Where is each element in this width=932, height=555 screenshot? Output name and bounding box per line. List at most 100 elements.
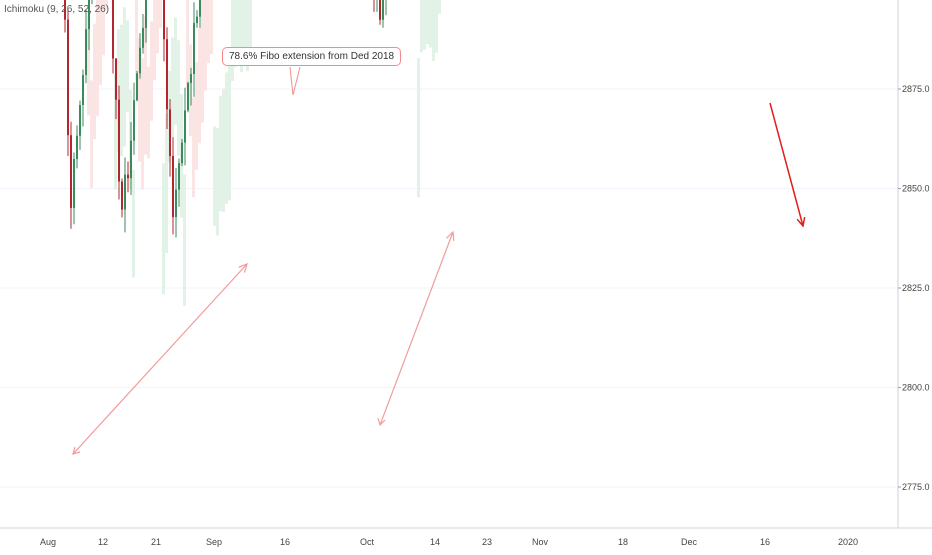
candle-body	[193, 23, 195, 74]
ichimoku-cloud	[87, 0, 441, 306]
cloud-segment	[162, 163, 165, 295]
candle-body	[163, 0, 165, 40]
x-tick-label: 23	[482, 537, 492, 547]
cloud-segment	[210, 0, 213, 55]
cloud-segment	[195, 62, 198, 170]
cloud-segment	[147, 66, 150, 159]
projection-arrowhead	[446, 230, 455, 242]
cloud-segment	[87, 15, 90, 116]
cloud-segment	[102, 0, 105, 56]
candle-body	[127, 174, 129, 179]
y-tick-label: 2775.0	[902, 482, 930, 492]
candle-body	[169, 109, 171, 156]
cloud-segment	[141, 58, 144, 190]
projection-arrow-tail	[72, 446, 81, 455]
candle-body	[382, 0, 384, 20]
cloud-segment	[153, 0, 156, 81]
cloud-segment	[156, 0, 159, 54]
candle-body	[142, 27, 144, 48]
x-tick-label: Nov	[532, 537, 549, 547]
candle-body	[73, 158, 75, 208]
cloud-segment	[246, 0, 249, 72]
candle-body	[82, 75, 84, 105]
candle-body	[88, 0, 90, 30]
projection-arrow	[379, 231, 454, 426]
cloud-segment	[243, 0, 246, 57]
x-tick-label: 16	[760, 537, 770, 547]
cloud-segment	[423, 0, 426, 50]
cloud-segment	[204, 0, 207, 91]
cloud-segment	[240, 0, 243, 73]
cloud-segment	[192, 97, 195, 198]
cloud-segment	[138, 38, 141, 162]
candle-body	[64, 0, 66, 20]
projection-arrow-tail	[377, 417, 386, 427]
cloud-segment	[228, 60, 231, 201]
candle-body	[178, 163, 180, 190]
candle-body	[133, 100, 135, 141]
cloud-segment	[90, 80, 93, 188]
callout-pointer	[289, 66, 301, 96]
candle-body	[70, 135, 72, 208]
y-tick-label: 2875.0	[902, 84, 930, 94]
cloud-segment	[420, 0, 423, 53]
x-tick-label: Aug	[40, 537, 56, 547]
x-tick-label: 2020	[838, 537, 858, 547]
cloud-segment	[435, 0, 438, 53]
candle-body	[166, 39, 168, 110]
candle-body	[190, 73, 192, 84]
cloud-segment	[429, 0, 432, 48]
x-tick-label: 21	[151, 537, 161, 547]
cloud-segment	[132, 169, 135, 278]
projection-arrowhead	[796, 217, 806, 228]
cloud-segment	[216, 128, 219, 236]
cloud-segment	[432, 0, 435, 62]
candle-body	[196, 16, 198, 24]
cloud-segment	[126, 20, 129, 113]
cloud-segment	[183, 174, 186, 306]
candle-body	[76, 135, 78, 159]
candle-body	[130, 140, 132, 179]
cloud-segment	[207, 0, 210, 64]
candle-body	[112, 0, 114, 59]
x-tick-label: 14	[430, 537, 440, 547]
cloud-segment	[225, 72, 228, 204]
cloud-segment	[144, 15, 147, 155]
candle-body	[172, 155, 174, 218]
cloud-segment	[219, 95, 222, 212]
cloud-segment	[96, 0, 99, 116]
candle-body	[187, 83, 189, 111]
cloud-segment	[159, 0, 162, 28]
cloud-segment	[249, 0, 252, 55]
cloud-segment	[198, 27, 201, 144]
cloud-segment	[177, 40, 180, 156]
cloud-segment	[99, 0, 102, 86]
candle-body	[115, 58, 117, 100]
x-tick-label: 16	[280, 537, 290, 547]
candle-body	[118, 99, 120, 182]
candle-body	[145, 0, 147, 28]
cloud-segment	[135, 0, 138, 80]
cloud-segment	[426, 0, 429, 45]
projection-arrow	[769, 102, 804, 227]
candle-body	[181, 142, 183, 164]
cloud-segment	[120, 24, 123, 157]
cloud-segment	[186, 0, 189, 90]
x-tick-label: 18	[618, 537, 628, 547]
cloud-segment	[150, 21, 153, 121]
x-tick-label: Oct	[360, 537, 375, 547]
cloud-segment	[234, 0, 237, 68]
cloud-segment	[171, 37, 174, 137]
cloud-segment	[165, 113, 168, 253]
candle-body	[175, 189, 177, 218]
x-tick-label: 12	[98, 537, 108, 547]
cloud-segment	[438, 0, 441, 14]
cloud-segment	[201, 0, 204, 123]
x-tick-label: Sep	[206, 537, 222, 547]
cloud-segment	[213, 126, 216, 227]
cloud-segment	[105, 0, 108, 10]
fibo-callout: 78.6% Fibo extension from Ded 2018	[222, 47, 402, 66]
cloud-segment	[114, 73, 117, 190]
